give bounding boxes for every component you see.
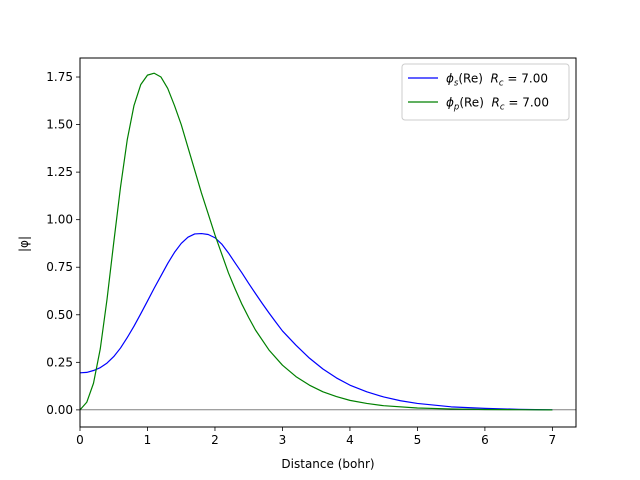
y-tick-label: 1.00 <box>46 213 73 227</box>
legend-phi-s-label: (Re) <box>458 72 490 86</box>
series-line-phi-s <box>79 232 553 411</box>
x-tick-label: 1 <box>144 433 152 447</box>
axes: 0 1 2 3 4 5 6 7 0.00 0.25 0.50 0.75 1.00 1.25 1.50 1.75 <box>46 57 577 447</box>
x-tick-label: 2 <box>211 433 219 447</box>
legend-phi-p-label: (Re) <box>459 96 491 110</box>
legend-phi-s-rc: = 7.00 <box>504 72 548 86</box>
y-axis-label: |φ| <box>17 236 31 252</box>
legend-phi-p-rc: = 7.00 <box>505 96 549 110</box>
y-tick-label: 1.25 <box>46 165 73 179</box>
series-line-phi-p <box>79 72 553 411</box>
y-tick-label: 0.50 <box>46 308 73 322</box>
y-tick-label: 0.25 <box>46 355 73 369</box>
legend-phi-p-subscript: p <box>453 103 459 113</box>
y-tick-label: 0.75 <box>46 260 73 274</box>
x-axis-label: Distance (bohr) <box>281 457 374 471</box>
x-tick-label: 0 <box>76 433 84 447</box>
axes-frame <box>79 57 577 428</box>
y-tick-label: 1.75 <box>46 70 73 84</box>
x-tick-label: 5 <box>414 433 422 447</box>
x-tick-label: 7 <box>549 433 557 447</box>
x-tick-label: 3 <box>279 433 287 447</box>
x-tick-label: 6 <box>481 433 489 447</box>
legend-phi-s-subscript: s <box>454 79 459 89</box>
y-tick-label: 1.50 <box>46 118 73 132</box>
plot-area <box>79 72 576 411</box>
y-tick-label: 0.00 <box>46 403 73 417</box>
legend-entry-phi-s: ϕs(Re) Rc = 7.00 <box>446 72 548 89</box>
legend-box <box>401 63 570 121</box>
legend: ϕs(Re) Rc = 7.00 ϕp(Re) Rc = 7.00 <box>401 63 570 121</box>
legend-entry-phi-p: ϕp(Re) Rc = 7.00 <box>446 96 549 113</box>
x-tick-label: 4 <box>346 433 354 447</box>
